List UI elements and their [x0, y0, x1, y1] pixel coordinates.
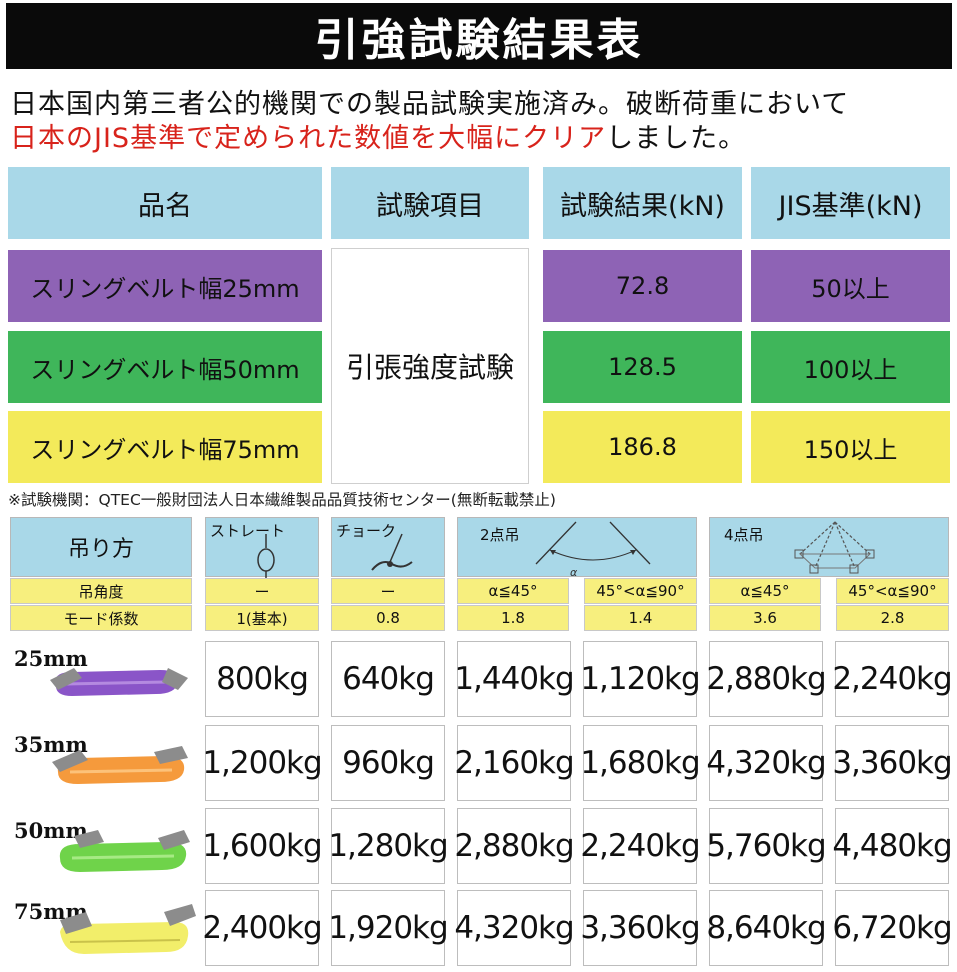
load-value: 3,360kg: [832, 725, 953, 801]
load-value: 1,120kg: [580, 641, 701, 717]
load-value: 6,720kg: [832, 890, 953, 966]
belt-image-35mm: [52, 746, 188, 784]
straight-header: ストレート: [205, 517, 319, 578]
angle-four-point-45: α≦45°: [709, 578, 821, 604]
angle-two-point-90: 45°<α≦90°: [584, 578, 697, 604]
four-point-header: 4点吊: [709, 517, 949, 577]
belt-image-25mm: [50, 668, 188, 696]
load-value: 960kg: [331, 725, 445, 801]
mode-straight: 1(基本): [205, 605, 319, 631]
load-value: 800kg: [205, 641, 319, 717]
jis-75mm: 150以上: [751, 411, 950, 483]
result-75mm: 186.8: [543, 411, 742, 483]
belt-image-50mm: [59, 830, 190, 872]
choke-sling-icon: [371, 533, 413, 571]
belt-image-75mm: [60, 904, 196, 954]
four-point-label: 4点吊: [724, 526, 764, 544]
jis-50mm: 100以上: [751, 331, 950, 403]
row-name-25mm: スリングベルト幅25mm: [8, 250, 322, 322]
angle-choke: ー: [331, 578, 445, 604]
choke-header: チョーク: [331, 517, 445, 577]
load-value: 1,280kg: [328, 808, 449, 884]
header-product-name: 品名: [8, 167, 322, 239]
test-item-cell: 引張強度試験: [331, 248, 529, 484]
mode-choke: 0.8: [331, 605, 445, 631]
test-note: ※試験機関：QTEC一般財団法人日本繊維製品品質技術センター(無断転載禁止): [8, 491, 556, 509]
load-value: 5,760kg: [706, 808, 827, 884]
load-value: 4,320kg: [706, 725, 827, 801]
load-value: 1,920kg: [328, 890, 449, 966]
header-test-result: 試験結果(kN): [543, 167, 742, 239]
load-value: 1,680kg: [580, 725, 701, 801]
jis-25mm: 50以上: [751, 250, 950, 322]
size-label: 50mm: [14, 818, 88, 843]
load-value: 2,240kg: [832, 641, 953, 717]
mode-two-point-45: 1.8: [457, 605, 569, 631]
load-value: 2,160kg: [454, 725, 575, 801]
two-point-header: 2点吊 α: [457, 517, 697, 578]
intro-line-2-rest: しました。: [606, 123, 747, 154]
alpha-symbol: α: [570, 566, 578, 578]
load-value: 1,200kg: [202, 725, 323, 801]
result-25mm: 72.8: [543, 250, 742, 322]
header-test-item: 試験項目: [331, 167, 529, 239]
straight-sling-icon: [257, 534, 275, 578]
page-title: 引強試験結果表: [6, 3, 952, 69]
result-50mm: 128.5: [543, 331, 742, 403]
angle-straight: ー: [205, 578, 319, 604]
load-value: 4,320kg: [454, 890, 575, 966]
angle-two-point-45: α≦45°: [457, 578, 569, 604]
mode-four-point-90: 2.8: [836, 605, 949, 631]
angle-header: 吊角度: [10, 578, 192, 604]
load-value: 1,600kg: [202, 808, 323, 884]
method-header: 吊り方: [10, 517, 192, 577]
intro-line-2: 日本のJIS基準で定められた数値を大幅にクリアしました。: [10, 116, 746, 155]
load-value: 640kg: [331, 641, 445, 717]
row-name-75mm: スリングベルト幅75mm: [8, 411, 322, 483]
mode-four-point-45: 3.6: [709, 605, 821, 631]
row-name-50mm: スリングベルト幅50mm: [8, 331, 322, 403]
load-value: 3,360kg: [580, 890, 701, 966]
angle-four-point-90: 45°<α≦90°: [836, 578, 949, 604]
load-value: 1,440kg: [454, 641, 575, 717]
two-point-sling-icon: α: [535, 521, 651, 578]
load-value: 2,880kg: [454, 808, 575, 884]
load-value: 4,480kg: [832, 808, 953, 884]
size-label: 25mm: [14, 646, 88, 671]
mode-header: モード係数: [10, 605, 192, 631]
two-point-label: 2点吊: [480, 526, 520, 544]
intro-highlight: 日本のJIS基準で定められた数値を大幅にクリア: [10, 123, 607, 154]
load-value: 2,400kg: [202, 890, 323, 966]
mode-two-point-90: 1.4: [584, 605, 697, 631]
header-jis-standard: JIS基準(kN): [751, 167, 950, 239]
intro-line-1: 日本国内第三者公的機関での製品試験実施済み。破断荷重において: [10, 89, 850, 120]
choke-label: チョーク: [336, 522, 397, 540]
load-value: 2,240kg: [580, 808, 701, 884]
load-value: 2,880kg: [706, 641, 827, 717]
load-value: 8,640kg: [706, 890, 827, 966]
four-point-sling-icon: [794, 521, 875, 574]
